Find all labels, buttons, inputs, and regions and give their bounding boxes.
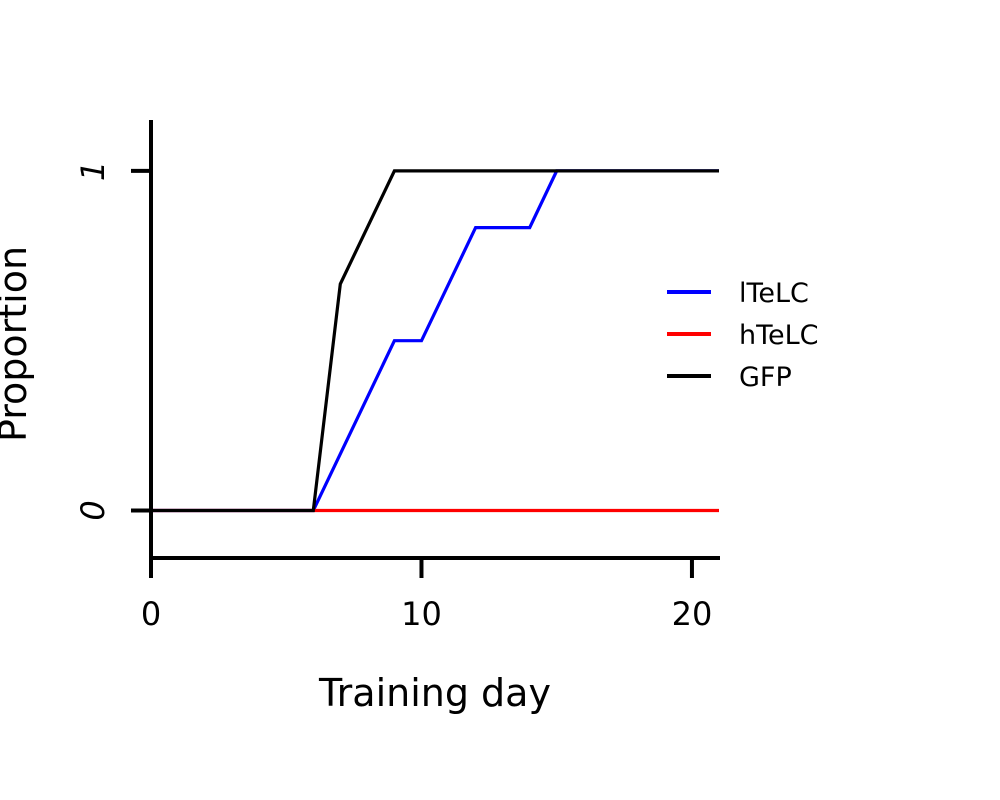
legend-label-lTeLC: lTeLC	[739, 278, 809, 309]
legend: lTeLC hTeLC GFP	[667, 278, 819, 393]
series-line-GFP	[151, 169, 719, 513]
y-tick-label: 1	[74, 161, 112, 181]
x-tick-label: 10	[401, 595, 442, 633]
legend-label-hTeLC: hTeLC	[739, 320, 819, 351]
plot-lines	[151, 169, 719, 513]
x-axis-label: Training day	[318, 671, 551, 715]
series-line-lTeLC	[151, 169, 719, 513]
x-ticks: 0 10 20	[141, 558, 712, 633]
x-tick-label: 0	[141, 595, 161, 633]
legend-label-GFP: GFP	[739, 362, 792, 393]
y-axis-label: Proportion	[0, 246, 35, 442]
x-tick-label: 20	[672, 595, 713, 633]
y-tick-label: 0	[74, 500, 112, 520]
y-ticks: 01	[74, 161, 151, 521]
